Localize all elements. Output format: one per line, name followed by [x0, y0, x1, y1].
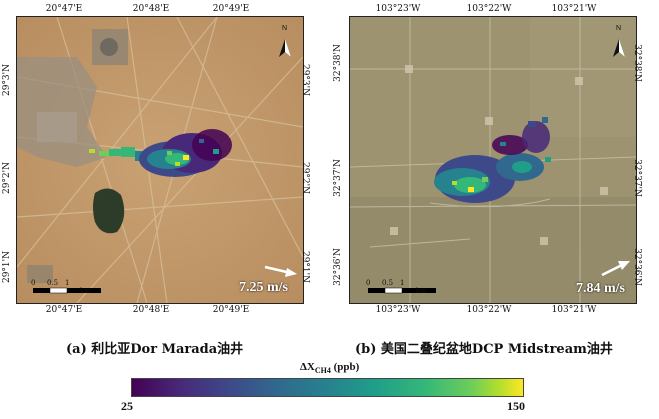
lat-tick-right: 29°3'N [300, 63, 311, 97]
lat-tick-left: 29°3'N [2, 63, 13, 97]
scale-label: 1 [65, 279, 69, 287]
lon-tick-bottom: 20°49'E [212, 305, 250, 315]
methane-plume-b [434, 117, 551, 203]
map-image-b: N 0 0.5 1 km [350, 17, 636, 303]
north-label: N [616, 25, 621, 32]
scale-label: 0.5 [382, 279, 393, 287]
lon-tick-top: 103°22'W [466, 4, 512, 14]
lat-tick-right: 29°2'N [300, 161, 311, 195]
scale-label: 0 [366, 279, 370, 287]
lon-tick-bottom: 103°23'W [375, 305, 421, 315]
satellite-map-b: N 0 0.5 1 km 7.84 m/s [349, 16, 637, 304]
lat-tick-left: 32°37'N [332, 159, 343, 197]
lake [93, 188, 125, 234]
lon-tick-bottom: 103°22'W [466, 305, 512, 315]
north-arrow-icon [613, 39, 625, 57]
lon-tick-top: 103°23'W [375, 4, 421, 14]
scale-label: 0.5 [47, 279, 58, 287]
scale-label: 0 [31, 279, 35, 287]
lat-tick-right: 32°36'N [631, 248, 642, 286]
wind-arrow-icon [264, 265, 297, 277]
scale-label: 1 [400, 279, 404, 287]
caption-a: (a) 利比亚Dor Marada油井 [66, 342, 244, 357]
colorbar-max-label: 150 [507, 399, 525, 413]
colorbar-title-main: ΔX [300, 361, 315, 373]
lat-tick-right: 32°37'N [631, 159, 642, 197]
map-image-a: N 0 0.5 1 km [17, 17, 303, 303]
lon-tick-bottom: 20°48'E [132, 305, 170, 315]
wind-speed-a: 7.25 m/s [239, 280, 288, 295]
colorbar-title: ΔXCH4 (ppb) [300, 361, 359, 375]
methane-plume-a [89, 129, 232, 177]
colorbar [131, 378, 524, 397]
lon-tick-top: 20°48'E [132, 4, 170, 14]
lon-tick-bottom: 20°47'E [45, 305, 83, 315]
colorbar-title-unit: (ppb) [330, 361, 360, 373]
scale-unit: km [416, 287, 427, 295]
wind-speed-b: 7.84 m/s [576, 281, 625, 296]
north-label: N [282, 25, 287, 32]
colorbar-title-sub: CH4 [314, 366, 331, 376]
colorbar-min-label: 25 [121, 399, 133, 413]
lat-tick-left: 32°38'N [332, 44, 343, 82]
scale-unit: km [80, 287, 91, 295]
satellite-map-a: N 0 0.5 1 km 7.25 m/s [16, 16, 304, 304]
lat-tick-right: 32°38'N [631, 44, 642, 82]
caption-b: (b) 美国二叠纪盆地DCP Midstream油井 [355, 342, 613, 357]
wind-arrow-icon [601, 261, 630, 277]
lat-tick-left: 29°2'N [2, 161, 13, 195]
lon-tick-top: 103°21'W [551, 4, 597, 14]
lon-tick-bottom: 103°21'W [551, 305, 597, 315]
lon-tick-top: 20°49'E [212, 4, 250, 14]
lat-tick-left: 29°1'N [2, 250, 13, 284]
scale-bar-a: 0 0.5 1 km [31, 279, 101, 295]
lat-tick-right: 29°1'N [300, 250, 311, 284]
north-arrow-icon [279, 39, 291, 57]
scale-bar-b: 0 0.5 1 km [366, 279, 436, 295]
lon-tick-top: 20°47'E [45, 4, 83, 14]
lat-tick-left: 32°36'N [332, 248, 343, 286]
